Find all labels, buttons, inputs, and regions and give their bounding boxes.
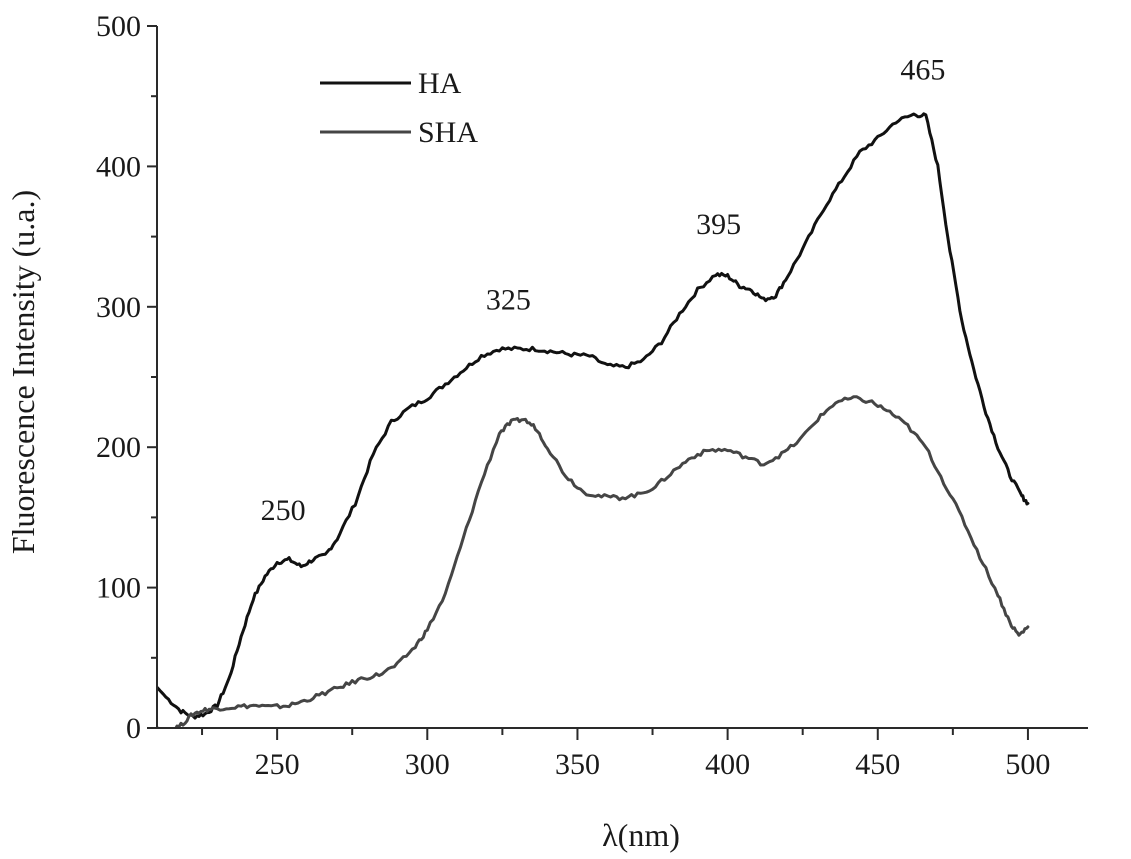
y-tick-label: 400 [96, 150, 141, 183]
peak-label: 325 [486, 284, 531, 317]
x-tick-label: 350 [555, 748, 600, 781]
peak-annotations: 250 325 395 465 [261, 53, 946, 527]
series-line-sha [157, 395, 1030, 728]
y-tick-label: 300 [96, 291, 141, 324]
peak-label: 250 [261, 494, 306, 527]
y-axis-title: Fluorescence Intensity (u.a.) [5, 190, 41, 554]
y-tick-label: 100 [96, 572, 141, 605]
x-tick-label: 450 [855, 748, 900, 781]
x-tick-label: 250 [255, 748, 300, 781]
legend-label-sha: SHA [418, 116, 478, 149]
axes: 250 300 350 400 450 500 0 100 200 300 400 500 [96, 10, 1088, 781]
x-tick-label: 400 [705, 748, 750, 781]
x-tick-label: 500 [1005, 748, 1050, 781]
peak-label: 395 [696, 208, 741, 241]
y-tick-label: 200 [96, 431, 141, 464]
series-line-ha [157, 112, 1030, 720]
plot-area [157, 112, 1030, 728]
x-tick-label: 300 [405, 748, 450, 781]
legend-label-ha: HA [418, 67, 462, 100]
y-tick-label: 0 [126, 712, 141, 745]
y-tick-label: 500 [96, 10, 141, 43]
peak-label: 465 [900, 53, 945, 86]
legend: HA SHA [320, 67, 478, 149]
x-axis-title: λ(nm) [602, 817, 680, 853]
